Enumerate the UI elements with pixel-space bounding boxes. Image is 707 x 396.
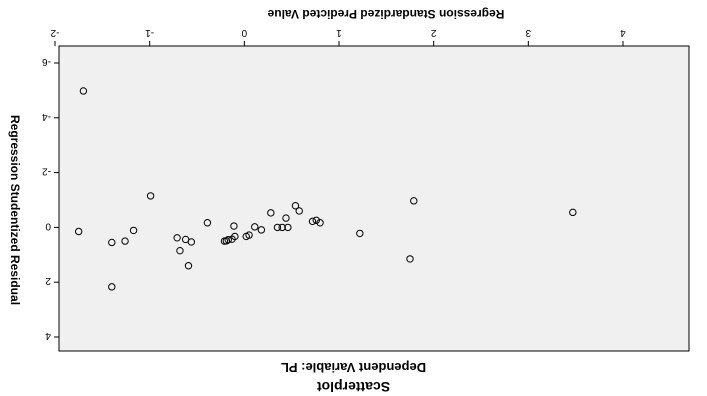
- data-point: [406, 255, 414, 263]
- data-point: [569, 208, 577, 217]
- data-point: [295, 207, 303, 215]
- data-point: [231, 232, 239, 241]
- y-tick-label: 4: [45, 330, 51, 341]
- data-point: [308, 217, 317, 226]
- x-tick-label: 0: [241, 27, 247, 38]
- data-point: [184, 262, 193, 270]
- data-point: [121, 237, 129, 245]
- data-point: [282, 214, 290, 222]
- data-point: [267, 209, 275, 217]
- x-axis-title: Regression Standardized Predicted Value: [267, 7, 504, 21]
- x-tick-label: 1: [336, 27, 342, 38]
- data-point: [284, 223, 292, 232]
- data-point: [203, 219, 212, 227]
- x-tick-label: -1: [145, 27, 154, 38]
- data-point: [312, 216, 320, 224]
- x-tick-label: 2: [430, 27, 436, 38]
- chart-title: Scatterplot: [317, 379, 390, 395]
- data-point: [79, 87, 88, 95]
- data-points: [74, 87, 577, 291]
- data-point: [273, 223, 282, 232]
- data-point: [224, 236, 232, 244]
- x-tick-label: 3: [525, 27, 531, 38]
- data-point: [74, 227, 83, 236]
- data-point: [230, 222, 238, 230]
- y-tick-label: -4: [42, 111, 51, 122]
- data-point: [176, 246, 184, 255]
- data-point: [356, 229, 364, 238]
- data-point: [291, 202, 300, 210]
- data-point: [108, 238, 116, 247]
- data-point: [316, 219, 324, 227]
- y-tick-label: 0: [45, 220, 51, 231]
- chart-subtitle: Dependent Variable: PL: [281, 360, 426, 375]
- data-point: [245, 231, 253, 239]
- data-point: [257, 226, 266, 234]
- y-tick-label: 2: [45, 275, 51, 286]
- y-tick-label: -2: [42, 166, 51, 177]
- data-point: [278, 223, 286, 232]
- y-tick-label: -6: [42, 56, 51, 67]
- y-axis-title: Regression Studentized Residual: [8, 115, 22, 305]
- data-point: [251, 223, 259, 231]
- data-point: [173, 234, 181, 242]
- axis-ticks: -2 -1 0 1 2 3 4 -6 -4 -2 0 2 4: [42, 27, 626, 341]
- data-point: [146, 192, 155, 200]
- data-point: [129, 226, 138, 235]
- data-point: [187, 238, 196, 246]
- data-point: [108, 283, 116, 291]
- data-point: [410, 197, 418, 205]
- plot-area: [58, 45, 690, 352]
- x-tick-label: -2: [50, 27, 59, 38]
- x-tick-label: 4: [620, 27, 626, 38]
